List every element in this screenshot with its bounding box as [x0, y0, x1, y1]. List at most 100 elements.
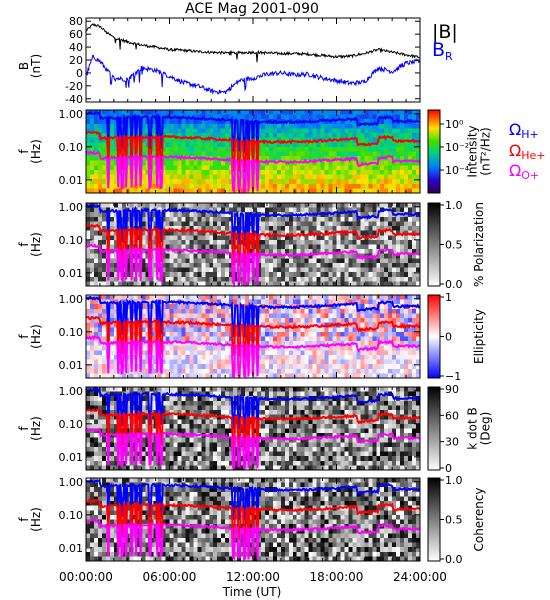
- spectrogram-cell: [89, 174, 95, 180]
- spectrogram-cell: [260, 146, 266, 153]
- spectrogram-cell: [384, 258, 389, 264]
- spectrogram-cell: [109, 235, 115, 241]
- spectrogram-cell: [308, 188, 314, 194]
- spectrogram-cell: [233, 295, 238, 301]
- spectrogram-cell: [249, 174, 254, 180]
- spectrogram-cell: [101, 146, 107, 153]
- spectrogram-cell: [237, 308, 242, 315]
- spectrogram-cell: [300, 313, 306, 319]
- spectrogram-cell: [396, 336, 401, 342]
- spectrogram-cell: [221, 221, 226, 227]
- spectrogram-cell: [300, 128, 306, 134]
- spectrogram-cell: [364, 221, 369, 227]
- spectrogram-cell: [332, 110, 338, 116]
- field-yunit: (nT): [29, 54, 43, 78]
- spectrogram-cell: [189, 169, 194, 176]
- spectrogram-cell: [344, 244, 350, 250]
- spectrogram-cell: [280, 174, 286, 180]
- spectrogram-cell: [209, 327, 214, 333]
- spectrogram-cell: [97, 327, 103, 333]
- spectrogram-cell: [225, 299, 230, 305]
- spectrogram-cell: [145, 188, 151, 194]
- spectrogram-cell: [280, 341, 286, 347]
- spectrogram-cell: [264, 350, 270, 356]
- spectrogram-cell: [165, 110, 171, 116]
- spectrogram-cell: [217, 364, 222, 370]
- spectrogram-cell: [280, 142, 286, 148]
- spectrogram-cell: [233, 114, 238, 120]
- spectrogram-cell: [304, 235, 310, 241]
- field-panel-frame: [85, 17, 421, 103]
- spectrogram-cell: [249, 179, 254, 185]
- spectrogram-cell: [109, 419, 115, 425]
- spectrogram-cell: [141, 249, 147, 255]
- spectrogram-cell: [197, 137, 202, 143]
- spectrogram-cell: [404, 359, 409, 365]
- spectrogram-cell: [368, 281, 373, 287]
- spectrogram-cell: [268, 239, 274, 246]
- spectrogram-cell: [296, 295, 302, 301]
- spectrogram-cell: [86, 258, 91, 264]
- spectrogram-cell: [217, 119, 222, 125]
- spectrogram-cell: [149, 188, 155, 194]
- spectrogram-cell: [101, 364, 107, 370]
- spectrogram-cell: [197, 239, 202, 246]
- spectrogram-cell: [264, 368, 270, 374]
- spectrogram-cell: [308, 272, 314, 278]
- spectrogram-cell: [340, 142, 346, 148]
- spectrogram-cell: [332, 165, 338, 171]
- spectrogram-cell: [408, 350, 413, 356]
- spectrogram-cell: [324, 169, 330, 176]
- spectrogram-cell: [292, 146, 298, 153]
- spectrogram-cell: [141, 267, 147, 273]
- spectrogram-cell: [400, 299, 405, 305]
- spectrogram-cell: [177, 169, 183, 176]
- spectrogram-cell: [384, 331, 389, 338]
- spectrogram-cell: [109, 451, 115, 457]
- spectrogram-cell: [316, 331, 322, 338]
- spectrogram-cell: [177, 183, 183, 189]
- spectrogram-cell: [356, 368, 361, 374]
- spectrogram-cell: [336, 179, 342, 185]
- spectrogram-cell: [312, 262, 318, 269]
- spectrogram-cell: [181, 308, 187, 315]
- spectrogram-cell: [380, 373, 385, 379]
- spectrogram-cell: [340, 165, 346, 171]
- spectrogram-cell: [169, 156, 175, 162]
- spectrogram-cell: [89, 188, 95, 194]
- spectrogram-cell: [280, 169, 286, 176]
- spectrogram-cell: [253, 262, 258, 269]
- spectrogram-cell: [217, 318, 222, 324]
- spectrogram-cell: [217, 253, 222, 259]
- spectrogram-cell: [253, 142, 258, 148]
- spectrogram-cell: [308, 203, 314, 209]
- spectrogram-cell: [376, 146, 381, 153]
- spectrogram-cell: [276, 276, 282, 282]
- spectrogram-cell: [364, 350, 369, 356]
- spectrogram-cell: [161, 151, 167, 157]
- spectrogram-cell: [312, 318, 318, 324]
- spectrogram-cell: [356, 373, 361, 379]
- spectrogram-cell: [280, 128, 286, 134]
- spectrogram-cell: [344, 299, 350, 305]
- spectrogram-cell: [197, 368, 202, 374]
- spectrogram-cell: [376, 179, 381, 185]
- spectrogram-cell: [197, 345, 202, 351]
- spectrogram-cell: [113, 169, 119, 176]
- spectrogram-cell: [304, 359, 310, 365]
- spectrogram-cell: [276, 272, 282, 278]
- spectrogram-cell: [89, 373, 95, 379]
- spectrogram-cell: [344, 169, 350, 176]
- spectrogram-cell: [348, 345, 354, 351]
- spectrogram-cell: [221, 119, 226, 125]
- spectrogram-cell: [324, 119, 330, 125]
- spectrogram-cell: [400, 249, 405, 255]
- spectrogram-cell: [221, 165, 226, 171]
- spectrogram-cell: [348, 119, 354, 125]
- spectrogram-cell: [249, 151, 254, 157]
- spectrogram-cell: [153, 364, 159, 370]
- spectrogram-panel-2: 1.000.100.01f(Hz)1.00.50.0% Polarization: [17, 199, 486, 291]
- spectrogram-cell: [404, 151, 409, 157]
- spectrogram-cell: [193, 160, 198, 166]
- spectrogram-cell: [376, 331, 381, 338]
